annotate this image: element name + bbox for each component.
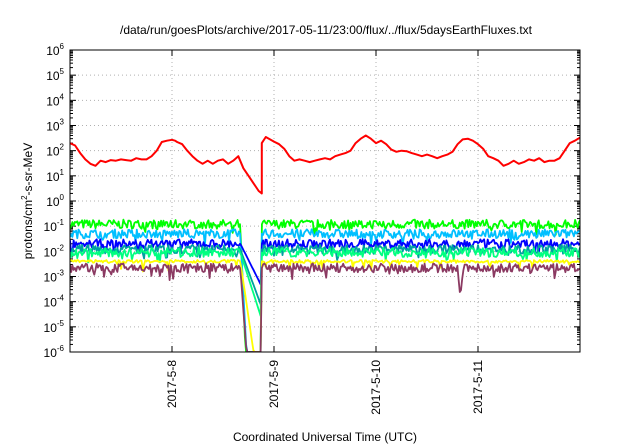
- y-tick-exp: 1: [60, 168, 65, 177]
- y-tick-exp: 0: [60, 193, 65, 202]
- y-tick-base: 10: [44, 245, 58, 259]
- y-tick-label: 105: [46, 67, 64, 83]
- y-tick-label: 10-6: [44, 344, 65, 360]
- series-group: [70, 134, 580, 352]
- x-tick-label: 2017-5-10: [369, 360, 383, 415]
- y-tick-base: 10: [46, 94, 60, 108]
- x-tick-label: 2017-5-8: [165, 360, 179, 408]
- y-tick-label: 104: [46, 92, 64, 108]
- y-axis-label: protons/cm2-s-sr-MeV: [20, 143, 35, 259]
- x-tick-label: 2017-5-9: [267, 360, 281, 408]
- y-tick-base: 10: [46, 195, 60, 209]
- chart-title: /data/run/goesPlots/archive/2017-05-11/2…: [120, 23, 533, 37]
- y-tick-exp: -6: [57, 344, 65, 353]
- x-axis-label: Coordinated Universal Time (UTC): [233, 430, 417, 444]
- y-tick-label: 10-5: [44, 319, 65, 335]
- series-line-6: [70, 247, 580, 317]
- y-tick-base: 10: [44, 220, 58, 234]
- plot-frame: [69, 49, 581, 353]
- y-axis-label-sup: 2: [20, 195, 29, 200]
- y-axis: 10-610-510-410-310-210-11001011021031041…: [44, 42, 580, 360]
- y-tick-label: 10-3: [44, 269, 65, 285]
- series-line-3: [70, 228, 580, 352]
- y-tick-exp: -1: [57, 218, 65, 227]
- y-tick-label: 106: [46, 42, 64, 58]
- y-tick-label: 100: [46, 193, 64, 209]
- y-tick-exp: 5: [60, 67, 65, 76]
- y-tick-label: 10-4: [44, 294, 65, 310]
- y-tick-exp: 3: [60, 118, 65, 127]
- y-tick-exp: 6: [60, 42, 65, 51]
- y-tick-label: 10-2: [44, 243, 65, 259]
- series-line-7: [70, 258, 580, 352]
- y-tick-exp: -2: [57, 243, 65, 252]
- y-tick-base: 10: [44, 346, 58, 360]
- y-tick-exp: -3: [57, 269, 65, 278]
- series-line-4: [70, 238, 580, 286]
- y-tick-label: 103: [46, 118, 64, 134]
- y-tick-exp: -5: [57, 319, 65, 328]
- y-tick-base: 10: [44, 271, 58, 285]
- y-tick-exp: -4: [57, 294, 65, 303]
- y-tick-base: 10: [46, 170, 60, 184]
- y-tick-label: 101: [46, 168, 64, 184]
- y-tick-base: 10: [44, 321, 58, 335]
- x-axis: 2017-5-8 2017-5-9 2017-5-10 2017-5-11: [165, 50, 485, 415]
- series-line-1: [70, 134, 580, 195]
- y-tick-base: 10: [46, 44, 60, 58]
- grid-lines: [70, 50, 580, 352]
- y-tick-base: 10: [46, 120, 60, 134]
- y-tick-label: 10-1: [44, 218, 65, 234]
- series-line-2: [70, 218, 580, 352]
- y-tick-exp: 4: [60, 92, 65, 101]
- series-line-8: [70, 262, 580, 352]
- y-tick-base: 10: [44, 296, 58, 310]
- y-axis-label-rest: -s-sr-MeV: [21, 143, 35, 196]
- y-tick-exp: 2: [60, 143, 65, 152]
- y-tick-label: 102: [46, 143, 64, 159]
- y-tick-base: 10: [46, 69, 60, 83]
- y-axis-label-main: protons/cm: [21, 200, 35, 259]
- series-line-5: [70, 244, 580, 306]
- y-tick-base: 10: [46, 145, 60, 159]
- x-tick-label: 2017-5-11: [471, 360, 485, 414]
